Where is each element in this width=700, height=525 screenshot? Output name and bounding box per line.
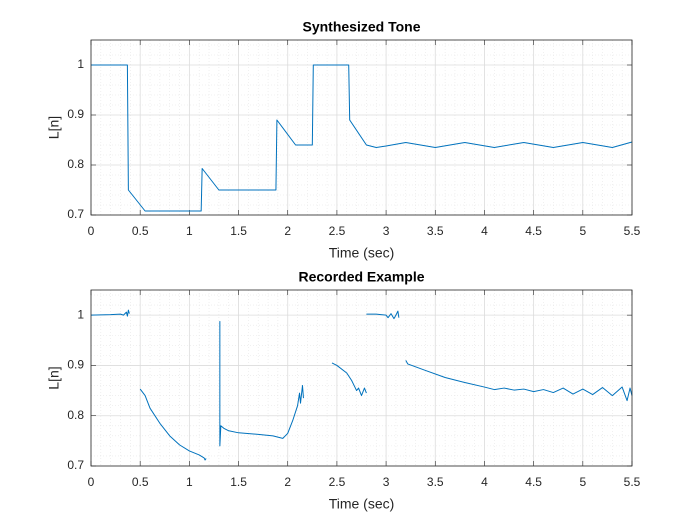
y-tick-label: 0.9 (67, 107, 84, 121)
x-tick-label: 0.5 (132, 224, 149, 238)
plot-area (91, 290, 632, 466)
y-tick-label: 0.7 (67, 207, 84, 221)
x-tick-label: 3.5 (427, 475, 444, 489)
x-tick-label: 3 (383, 224, 390, 238)
y-tick-label: 0.7 (67, 458, 84, 472)
x-tick-label: 5.5 (624, 224, 641, 238)
plot-area (91, 40, 632, 215)
y-tick-label: 1 (77, 307, 84, 321)
x-tick-label: 3 (383, 475, 390, 489)
data-line (91, 64, 633, 212)
x-tick-label: 2.5 (329, 224, 346, 238)
axes-box (90, 289, 633, 467)
x-tick-label: 2 (284, 224, 291, 238)
x-tick-label: 3.5 (427, 224, 444, 238)
x-tick-label: 0 (88, 475, 95, 489)
x-axis-label: Time (sec) (329, 496, 395, 512)
x-tick-label: 1.5 (230, 224, 247, 238)
y-axis-label: L[n] (46, 116, 62, 139)
y-axis-label: L[n] (46, 366, 62, 389)
x-tick-label: 2 (284, 475, 291, 489)
data-line (90, 309, 633, 461)
chart-title: Synthesized Tone (303, 19, 421, 35)
y-tick-label: 0.8 (67, 157, 84, 171)
y-tick-label: 1 (77, 57, 84, 71)
x-tick-label: 4 (481, 224, 488, 238)
axes-box (90, 39, 633, 216)
x-tick-label: 4 (481, 475, 488, 489)
x-tick-label: 5 (579, 475, 586, 489)
chart-title: Recorded Example (298, 269, 424, 285)
x-tick-label: 1 (186, 224, 193, 238)
x-tick-label: 5 (579, 224, 586, 238)
x-tick-label: 0.5 (132, 475, 149, 489)
x-tick-label: 4.5 (525, 224, 542, 238)
x-tick-label: 2.5 (329, 475, 346, 489)
x-tick-label: 0 (88, 224, 95, 238)
x-axis-label: Time (sec) (329, 245, 395, 261)
x-tick-label: 5.5 (624, 475, 641, 489)
x-tick-label: 1.5 (230, 475, 247, 489)
y-tick-label: 0.9 (67, 358, 84, 372)
x-tick-label: 1 (186, 475, 193, 489)
x-tick-label: 4.5 (525, 475, 542, 489)
y-tick-label: 0.8 (67, 408, 84, 422)
